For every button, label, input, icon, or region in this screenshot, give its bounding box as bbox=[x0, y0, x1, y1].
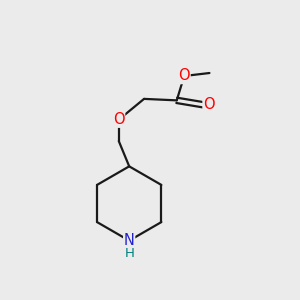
Text: O: O bbox=[178, 68, 190, 83]
Text: O: O bbox=[113, 112, 124, 127]
Text: O: O bbox=[203, 97, 215, 112]
Text: H: H bbox=[124, 247, 134, 260]
Text: N: N bbox=[124, 233, 135, 248]
